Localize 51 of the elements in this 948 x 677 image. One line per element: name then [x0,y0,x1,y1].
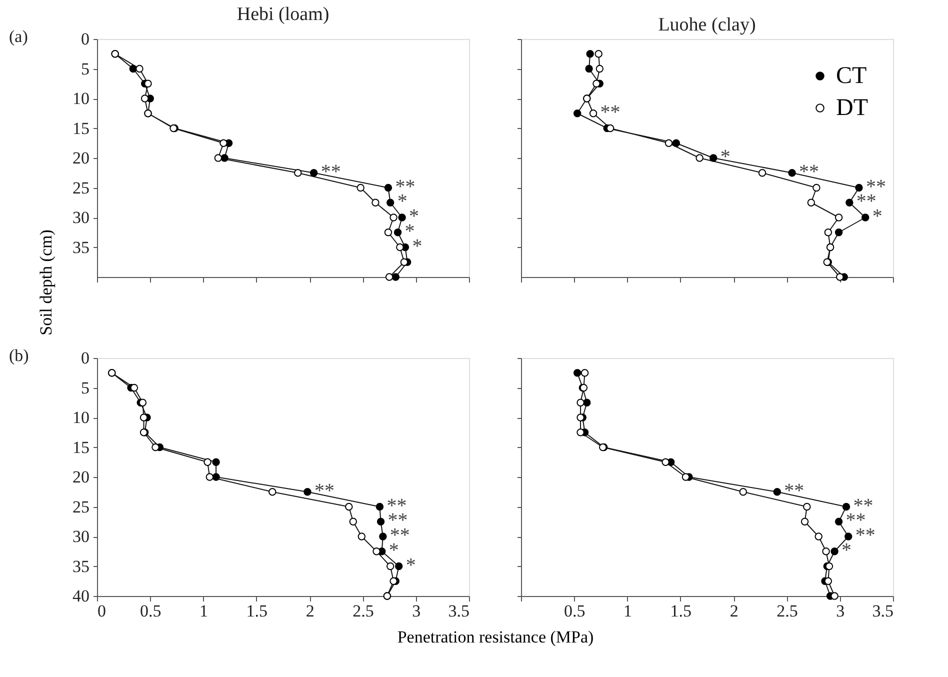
annotation: ** [799,160,820,183]
chart-title: Hebi (loam) [236,4,330,25]
annotation: * [412,235,422,258]
annotation: ** [314,480,334,502]
y-tick-label: 35 [72,556,90,576]
y-tick-label: 10 [72,89,90,108]
legend-label: DT [836,95,868,121]
y-tick-label: 0 [81,348,90,368]
x-tick-label: 2.5 [352,602,374,620]
x-tick-label: 1 [200,602,208,620]
x-tick-label: 1.5 [246,602,268,620]
annotation: * [406,554,416,576]
chart-title: Luohe (clay) [658,14,756,36]
annotation: * [720,146,730,168]
y-tick-label: 5 [81,378,90,398]
y-tick-label: 30 [72,208,90,227]
x-tick-label: 2 [730,602,738,620]
x-tick-label: 0.5 [140,602,162,620]
annotation: * [404,220,415,242]
x-tick-label: 3.5 [448,602,470,620]
x-tick-label: 3 [836,602,845,620]
legend-label: CT [836,63,868,89]
text: (a) [9,27,28,46]
y-tick-label: 10 [72,408,90,427]
y-tick-label: 25 [72,178,90,198]
y-axis-title: Soil depth (cm) [36,230,56,336]
y-tick-label: 5 [81,59,90,78]
y-tick-label: 0 [81,30,90,48]
x-tick-label: 0.5 [564,602,586,620]
annotation: ** [600,101,620,124]
y-tick-label: 25 [72,497,90,516]
y-tick-label: 40 [72,586,90,606]
x-tick-label: 2.5 [776,602,798,620]
x-tick-label: 0 [98,602,106,620]
y-tick-label: 30 [72,527,90,546]
annotation: * [872,206,882,228]
x-tick-label: 1 [624,602,632,620]
x-tick-label: 3.5 [872,602,894,620]
y-tick-label: 15 [72,118,90,138]
annotation: * [842,539,852,562]
y-tick-label: 20 [72,148,90,168]
annotation: ** [320,160,341,183]
text: (b) [9,346,29,365]
x-tick-label: 2 [306,602,314,620]
x-axis-title: Penetration resistance (MPa) [397,628,594,646]
x-tick-label: 1.5 [670,602,692,620]
y-tick-label: 35 [72,238,90,257]
y-tick-label: 20 [72,468,90,486]
annotation: ** [784,480,804,502]
x-tick-label: 3 [412,602,421,620]
y-tick-label: 15 [72,438,90,457]
